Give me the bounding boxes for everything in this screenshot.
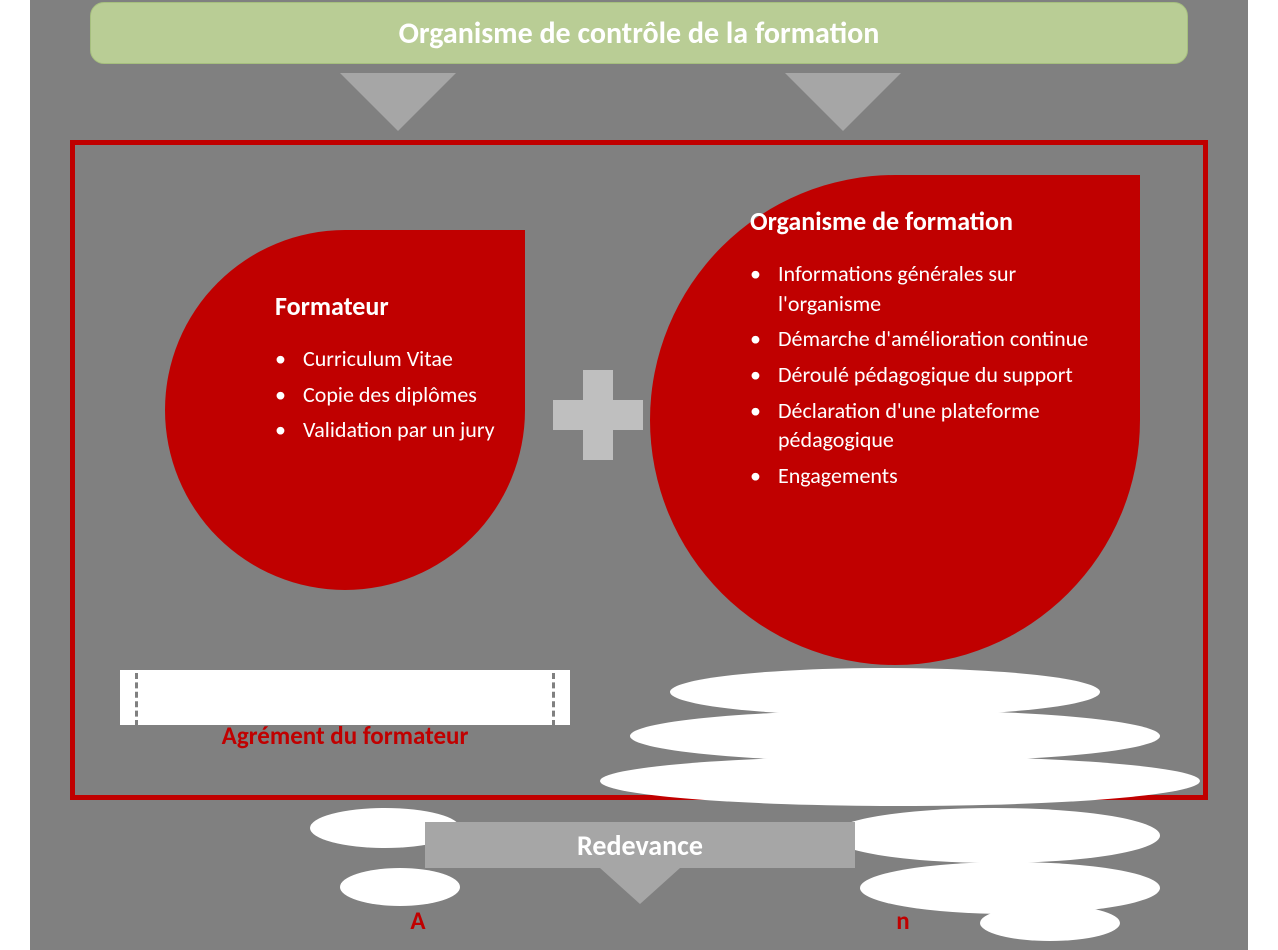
- formateur-drop: Formateur Curriculum Vitae Copie des dip…: [165, 230, 525, 590]
- redevance-text: Redevance: [577, 828, 703, 863]
- arrow-down-icon: [340, 73, 456, 131]
- cloud-blob: [600, 756, 1200, 806]
- diagram-canvas: Organisme de contrôle de la formation Fo…: [30, 0, 1248, 950]
- arrow-down-icon: [600, 868, 680, 904]
- list-item: Déroulé pédagogique du support: [750, 360, 1100, 390]
- cloud-blob: [630, 710, 1160, 762]
- top-banner-text: Organisme de contrôle de la formation: [399, 15, 880, 52]
- list-item: Démarche d'amélioration continue: [750, 324, 1100, 354]
- cloud-blob: [670, 668, 1100, 716]
- bottom-suffix: n: [896, 905, 909, 936]
- list-item: Déclaration d'une plateforme pédagogique: [750, 396, 1100, 455]
- agrement-label: Agrément du formateur: [135, 720, 555, 751]
- list-item: Engagements: [750, 461, 1100, 491]
- cloud-blob: [830, 808, 1160, 863]
- list-item: Informations générales sur l'organisme: [750, 259, 1100, 318]
- cloud-blob: [980, 905, 1120, 941]
- formateur-title: Formateur: [245, 290, 505, 322]
- formateur-list: Curriculum Vitae Copie des diplômes Vali…: [245, 344, 505, 445]
- arrow-down-icon: [785, 73, 901, 131]
- list-item: Copie des diplômes: [275, 380, 505, 410]
- bottom-prefix: A: [410, 905, 425, 936]
- plus-icon: [553, 370, 643, 460]
- organisme-title: Organisme de formation: [720, 205, 1100, 237]
- redevance-arrow: Redevance: [425, 822, 855, 902]
- top-banner: Organisme de contrôle de la formation: [90, 2, 1188, 64]
- list-item: Validation par un jury: [275, 415, 505, 445]
- organisme-list: Informations générales sur l'organisme D…: [720, 259, 1100, 491]
- list-item: Curriculum Vitae: [275, 344, 505, 374]
- bottom-red-label: A xxxxxxxxxxxxxxxxxxxxxxxxxxxxxxxxxxxxxx…: [380, 905, 940, 936]
- organisme-drop: Organisme de formation Informations géné…: [650, 175, 1140, 665]
